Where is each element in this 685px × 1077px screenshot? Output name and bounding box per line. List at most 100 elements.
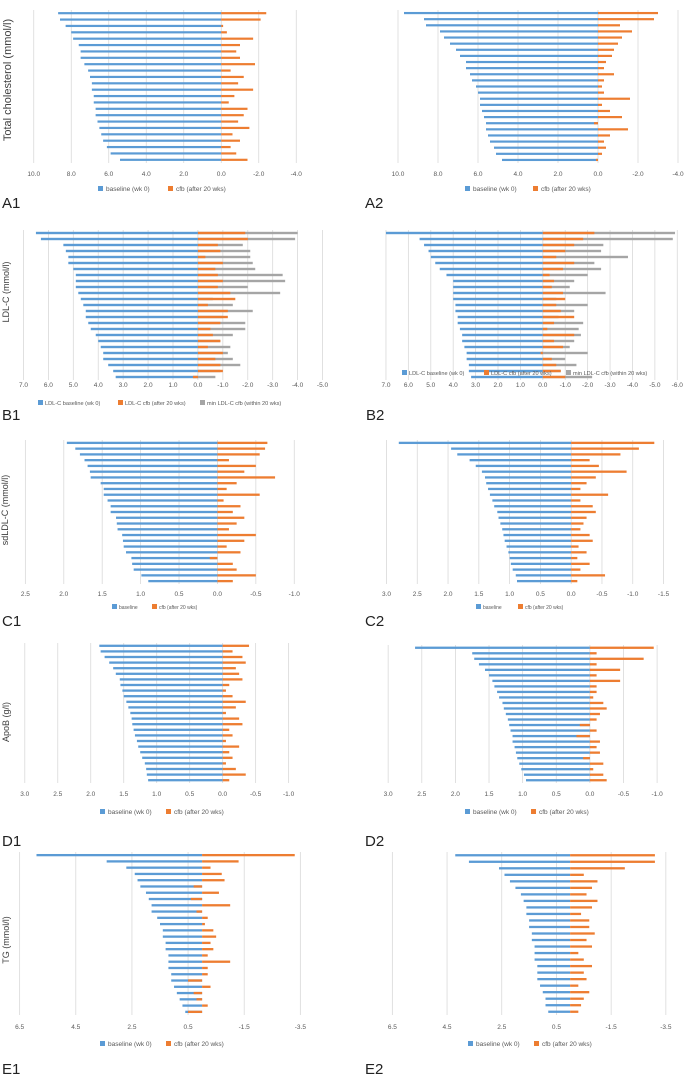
bar-baseline <box>80 297 198 301</box>
bar-baseline <box>91 88 222 91</box>
bar-min <box>197 303 233 307</box>
bar-baseline <box>531 932 571 935</box>
bar-cfb <box>221 133 233 136</box>
bar-cfb <box>589 674 597 677</box>
legend-label-min: min LDL-C cfb (within 20 wks) <box>573 371 647 377</box>
bar-baseline <box>502 158 598 162</box>
x-tick-label: -2.0 <box>253 171 265 178</box>
bar-baseline <box>480 103 598 106</box>
bar-baseline <box>126 551 218 554</box>
panel-label-A1: A1 <box>2 195 20 212</box>
legend-swatch-cfb <box>152 604 157 609</box>
bar-baseline <box>509 880 571 883</box>
x-tick-label: 4.0 <box>94 382 103 389</box>
x-tick-label: 0.0 <box>567 591 576 598</box>
bar-cfb <box>542 243 575 247</box>
bar-baseline <box>507 718 590 721</box>
bar-cfb <box>598 109 610 113</box>
bar-cfb <box>570 977 587 981</box>
bar-cfb <box>571 447 639 450</box>
bar-cfb <box>217 441 268 445</box>
bar-baseline <box>103 487 218 491</box>
bar-baseline <box>90 327 198 331</box>
bar-baseline <box>540 984 571 987</box>
bar-baseline <box>531 938 571 942</box>
bar-cfb <box>188 979 203 982</box>
bar-baseline <box>138 745 223 748</box>
bar-baseline <box>182 1004 203 1007</box>
legend-swatch-baseline <box>402 370 407 375</box>
bar-baseline <box>460 54 598 57</box>
legend-swatch-baseline <box>468 1041 473 1046</box>
bar-cfb <box>598 116 622 119</box>
bar-min <box>197 273 283 277</box>
bar-cfb <box>598 85 602 88</box>
bar-min <box>197 291 281 295</box>
bar-baseline <box>179 998 203 1001</box>
bar-baseline <box>424 243 543 247</box>
x-tick-label: 2.5 <box>53 791 62 798</box>
bar-baseline <box>466 67 598 70</box>
bar-cfb <box>570 991 590 994</box>
x-tick-label: 6.5 <box>15 1024 24 1031</box>
x-tick-label: 2.0 <box>179 171 188 178</box>
bar-baseline <box>122 533 218 537</box>
bar-baseline <box>496 152 598 155</box>
bar-min <box>542 351 588 355</box>
bar-cfb <box>217 499 224 502</box>
x-tick-label: -1.0 <box>560 382 572 389</box>
legend-A1: baseline (wk 0) cfb (after 20 wks) <box>98 186 226 193</box>
bar-cfb <box>589 773 604 776</box>
legend-label-baseline: baseline (wk 0) <box>108 809 152 816</box>
bar-baseline <box>415 646 590 649</box>
bar-cfb <box>571 562 590 565</box>
bar-baseline <box>475 464 572 468</box>
x-tick-label: -5.0 <box>317 382 329 389</box>
bar-cfb <box>222 756 233 759</box>
bar-baseline <box>108 363 198 367</box>
bar-cfb <box>202 948 214 951</box>
bar-min <box>542 291 606 295</box>
legend-label-baseline: baseline (wk 0) <box>473 809 517 816</box>
x-tick-label: 0.0 <box>218 791 227 798</box>
x-tick-label: 1.0 <box>168 382 177 389</box>
bar-cfb <box>589 779 607 782</box>
bar-cfb <box>221 152 237 155</box>
bar-min <box>197 279 286 283</box>
bar-baseline <box>534 951 571 955</box>
bar-baseline <box>65 24 222 28</box>
bar-cfb <box>571 505 593 508</box>
bar-cfb <box>571 464 599 468</box>
bar-cfb <box>570 886 593 890</box>
x-tick-label: 0.0 <box>593 171 602 178</box>
bar-baseline <box>168 960 203 963</box>
bar-cfb <box>221 126 250 130</box>
bar-baseline <box>398 441 572 445</box>
x-tick-label: 6.5 <box>388 1024 397 1031</box>
bar-baseline <box>494 505 572 508</box>
bar-cfb <box>197 351 223 355</box>
legend-swatch-cfb <box>166 1041 171 1046</box>
bar-cfb <box>217 470 245 473</box>
x-tick-label: 2.0 <box>493 382 502 389</box>
bar-baseline <box>529 925 571 929</box>
bar-baseline <box>523 773 590 776</box>
bar-cfb <box>222 644 250 647</box>
bar-cfb <box>570 951 579 955</box>
x-tick-label: 6.0 <box>473 171 482 178</box>
bar-cfb <box>222 695 233 698</box>
bar-cfb <box>598 134 610 137</box>
x-tick-label: -0.5 <box>250 791 262 798</box>
x-tick-label: 10.0 <box>392 171 405 178</box>
bar-cfb <box>571 551 587 554</box>
bar-baseline <box>426 24 598 27</box>
legend-swatch-cfb <box>531 809 536 814</box>
bar-baseline <box>450 42 598 45</box>
bar-min <box>197 285 248 289</box>
bar-cfb <box>222 667 236 670</box>
bar-baseline <box>482 109 598 113</box>
bar-baseline <box>160 922 203 926</box>
bar-baseline <box>466 357 543 361</box>
bar-cfb <box>570 873 584 876</box>
bar-baseline <box>133 568 218 571</box>
